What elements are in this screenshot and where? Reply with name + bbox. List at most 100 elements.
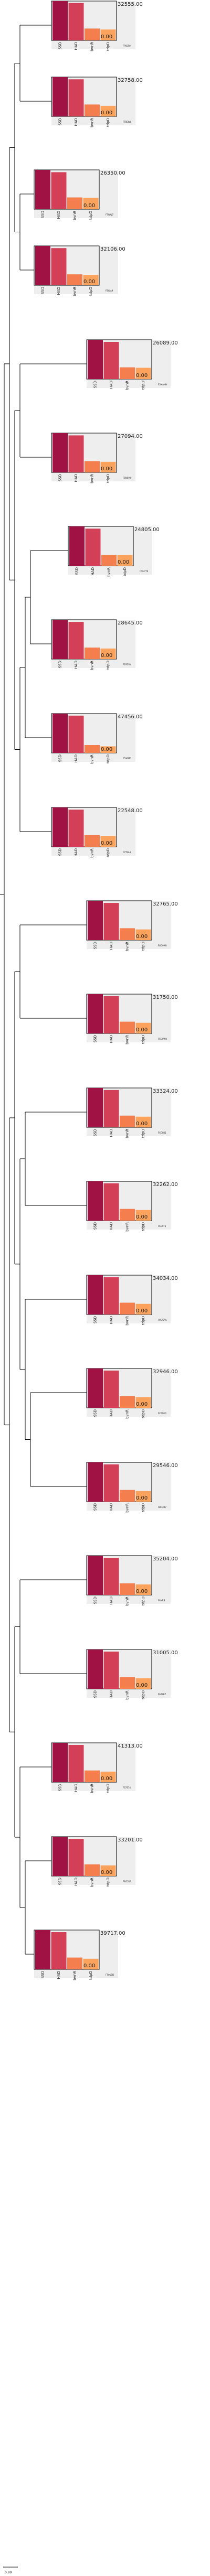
category-label: tdpD (106, 1784, 110, 1793)
bar-tdpd (83, 1958, 99, 1969)
category-label: tdpD (141, 1222, 145, 1231)
panel-plot-frame (51, 713, 117, 753)
category-label: tdpD (106, 848, 110, 857)
leaf-panel-f5s6m0: SSD HAD bvnR tdpD 47456.00 0.00 F5S6M0 (51, 713, 143, 764)
max-value-label: 33201.00 (118, 1837, 143, 1843)
leaf-panel-f7t9a3: SSD HAD bvnR tdpD 22548.00 0.00 F7T9A3 (51, 807, 143, 858)
category-label: SSD (93, 1503, 98, 1511)
max-value-label: 39717.00 (100, 1931, 125, 1936)
zero-value-label: 0.00 (101, 1870, 112, 1876)
bar-tdpd (83, 275, 99, 285)
panel-plot-frame (51, 77, 117, 117)
leaf-label: FM3GA5 (158, 1319, 167, 1321)
panel-plot-frame (86, 900, 152, 941)
leaf-label: FT4GBD (106, 1974, 114, 1976)
bar-had (103, 1464, 119, 1502)
bar-ssd (35, 170, 50, 209)
category-label: HAD (109, 381, 113, 389)
category-label: SSD (93, 942, 98, 949)
category-label: tdpD (106, 755, 110, 763)
leaf-panel-f6g0hn: SSD HAD bvnR tdpD 32765.00 0.00 F6G0HN (86, 900, 178, 951)
category-label: bvnR (125, 1316, 130, 1325)
leaf-label: F8NRB (158, 1599, 165, 1602)
bar-tdpd (135, 1491, 151, 1502)
category-label: HAD (74, 474, 78, 482)
zero-value-label: 0.00 (136, 934, 148, 940)
category-label: tdpD (141, 1690, 145, 1699)
max-value-label: 24805.00 (134, 527, 160, 533)
max-value-label: 31750.00 (153, 995, 178, 1000)
zero-value-label: 0.00 (101, 466, 112, 472)
leaf-label: F79TY0 (123, 663, 131, 666)
bar-had (51, 1932, 67, 1969)
leaf-label: FSG0R1 (158, 1131, 166, 1134)
bar-tdpd (135, 368, 151, 379)
category-label: tdpD (141, 942, 145, 951)
bar-bvnr (120, 1396, 135, 1408)
zero-value-label: 0.00 (136, 1027, 148, 1033)
bar-bvnr (101, 555, 117, 566)
category-label: HAD (109, 1597, 113, 1604)
category-label: SSD (93, 1316, 98, 1323)
category-label: SSD (41, 287, 45, 294)
bar-tdpd (100, 461, 116, 472)
bar-had (103, 1370, 119, 1408)
max-value-label: 26350.00 (100, 170, 125, 176)
bar-tdpd (117, 555, 133, 566)
category-label: bvnR (73, 1971, 77, 1980)
bar-ssd (88, 1368, 103, 1408)
category-label: HAD (109, 942, 113, 950)
bar-bvnr (120, 1209, 135, 1221)
bar-bvnr (67, 197, 82, 209)
panel-plot-frame (86, 1368, 152, 1408)
zero-value-label: 0.00 (83, 203, 95, 209)
zero-value-label: 0.00 (83, 279, 95, 285)
category-label: HAD (74, 1878, 78, 1885)
zero-value-label: 0.00 (83, 1963, 95, 1969)
category-label: bvnR (125, 1035, 130, 1044)
leaf-label: FPS0F0 (123, 45, 131, 47)
category-label: tdpD (141, 1316, 145, 1325)
max-value-label: 34034.00 (153, 1276, 178, 1281)
leaf-label: FC5Q10 (158, 1412, 166, 1415)
bar-ssd (52, 620, 68, 659)
max-value-label: 26089.00 (153, 340, 178, 346)
category-label: tdpD (106, 118, 110, 127)
bar-bvnr (85, 1864, 100, 1876)
category-label: SSD (58, 42, 62, 49)
leaf-panel-fm3ga5: SSD HAD bvnR tdpD 34034.00 0.00 FM3GA5 (86, 1275, 178, 1325)
category-label: bvnR (125, 942, 130, 951)
bar-had (103, 1277, 119, 1314)
leaf-label: F5MAHH (158, 383, 167, 386)
max-value-label: 32758.00 (118, 78, 143, 83)
leaf-panel-ft4gbd: SSD HAD bvnR tdpD 39717.00 0.00 FT4GBD (34, 1930, 125, 1980)
bar-had (68, 622, 84, 659)
category-label: tdpD (141, 1503, 145, 1512)
zero-value-label: 0.00 (101, 1776, 112, 1782)
category-label: HAD (74, 848, 78, 856)
bar-tdpd (100, 105, 116, 116)
panel-plot-frame (51, 807, 117, 847)
bar-bvnr (120, 1490, 135, 1502)
category-label: SSD (58, 755, 62, 762)
category-label: SSD (93, 1129, 98, 1136)
panel-plot-frame (34, 169, 100, 210)
bar-ssd (69, 526, 85, 566)
leaf-label: F7T9A3 (123, 851, 131, 854)
scale-bar: 0.99 (3, 2567, 18, 2574)
bar-tdpd (135, 1022, 151, 1033)
bar-ssd (52, 1837, 68, 1876)
bar-tdpd (100, 648, 116, 659)
bar-tdpd (135, 1678, 151, 1689)
bar-ssd (88, 1088, 103, 1127)
category-label: HAD (74, 661, 78, 669)
category-label: bvnR (125, 381, 130, 390)
leaf-label: F5N5M0 (123, 477, 132, 479)
leaf-panel-fsg0w0: SSD HAD bvnR tdpD 31750.00 0.00 FSG0W0 (86, 994, 178, 1044)
max-value-label: 31005.00 (153, 1650, 178, 1656)
panel-plot-frame (86, 1555, 152, 1596)
panel-plot-frame (86, 1462, 152, 1502)
panel-plot-frame (68, 526, 134, 566)
category-label: tdpD (106, 42, 110, 51)
bar-bvnr (120, 1302, 135, 1314)
